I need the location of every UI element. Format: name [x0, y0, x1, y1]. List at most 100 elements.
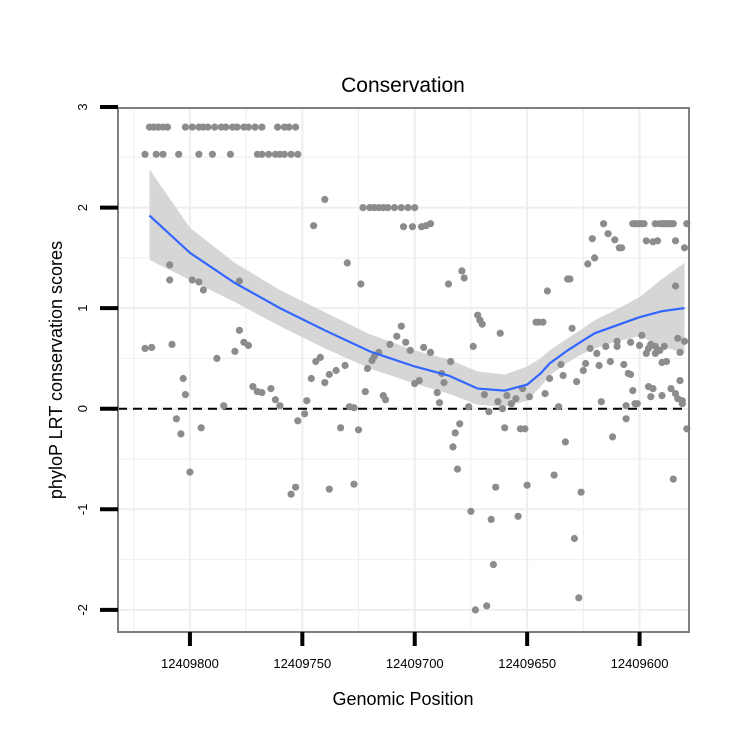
data-point: [181, 123, 189, 131]
data-point: [613, 342, 621, 350]
data-point: [586, 344, 594, 352]
data-point: [141, 150, 149, 158]
data-point: [294, 150, 302, 158]
data-point: [494, 398, 502, 406]
data-point: [163, 123, 172, 131]
data-point: [492, 483, 500, 491]
data-point: [415, 377, 423, 385]
data-point: [584, 260, 592, 268]
data-point: [188, 123, 196, 131]
data-point: [285, 123, 293, 131]
data-point: [321, 379, 329, 387]
data-point: [166, 261, 174, 269]
data-point: [321, 195, 329, 204]
data-point: [503, 392, 511, 400]
y-axis-label: phyloP LRT conservation scores: [46, 241, 66, 499]
data-point: [680, 244, 689, 252]
data-point: [350, 480, 358, 488]
data-point: [211, 123, 219, 131]
data-point: [559, 371, 567, 380]
data-point: [647, 393, 655, 401]
data-point: [478, 320, 486, 328]
data-point: [233, 123, 241, 131]
data-point: [301, 410, 309, 418]
data-point: [671, 237, 680, 245]
data-point: [204, 123, 212, 131]
x-tick-label: 12409700: [386, 656, 444, 671]
data-point: [444, 280, 453, 288]
data-point: [604, 230, 612, 238]
x-tick-label: 12409600: [611, 656, 669, 671]
data-point: [674, 334, 682, 342]
data-point: [280, 150, 288, 158]
data-point: [471, 606, 479, 614]
data-point: [292, 483, 300, 491]
x-axis-label: Genomic Position: [332, 689, 473, 709]
data-point: [642, 237, 650, 245]
data-point: [483, 602, 491, 610]
data-point: [591, 254, 599, 262]
data-point: [633, 400, 641, 408]
data-point: [453, 465, 462, 473]
data-point: [501, 424, 509, 432]
data-point: [629, 387, 637, 395]
data-point: [456, 420, 464, 428]
data-point: [627, 370, 635, 379]
data-point: [294, 417, 302, 425]
data-point: [249, 383, 257, 391]
data-point: [350, 404, 358, 412]
data-point: [213, 354, 221, 362]
data-point: [208, 150, 216, 158]
data-point: [276, 402, 284, 410]
data-point: [680, 337, 689, 345]
data-point: [676, 377, 684, 385]
data-point: [570, 534, 579, 543]
data-point: [399, 223, 408, 231]
y-axis: -2 -1 0 1 2 3: [75, 103, 118, 616]
data-point: [433, 389, 441, 397]
data-point: [426, 220, 435, 228]
data-point: [386, 340, 394, 348]
data-point: [566, 275, 574, 283]
data-point: [175, 150, 183, 158]
data-point: [390, 204, 399, 212]
plot-panel-border: [117, 107, 690, 633]
data-point: [451, 429, 459, 437]
data-point: [606, 357, 614, 366]
data-point: [660, 342, 668, 350]
data-point: [555, 403, 563, 411]
data-point: [420, 343, 428, 351]
data-point: [622, 415, 630, 423]
data-point: [235, 326, 243, 334]
data-point: [265, 150, 273, 158]
data-point: [402, 338, 410, 346]
data-point: [440, 379, 448, 387]
data-point: [550, 471, 558, 479]
data-point: [337, 424, 345, 432]
data-point: [588, 235, 596, 243]
data-point: [523, 481, 531, 489]
data-point: [381, 396, 390, 404]
y-tick-label: -1: [75, 504, 90, 516]
data-point: [671, 282, 680, 290]
data-point: [384, 204, 392, 212]
data-point: [197, 424, 205, 432]
data-point: [332, 366, 340, 375]
data-point: [251, 123, 259, 131]
data-point: [579, 366, 587, 375]
data-point: [678, 400, 686, 408]
data-point: [595, 361, 603, 370]
data-point: [546, 374, 554, 383]
data-point: [343, 259, 351, 267]
data-point: [575, 594, 583, 602]
data-point: [303, 397, 311, 405]
data-point: [357, 280, 365, 288]
data-point: [220, 402, 228, 410]
data-point: [258, 123, 266, 131]
data-point: [460, 274, 468, 282]
data-point: [244, 123, 252, 131]
data-point: [231, 347, 239, 355]
data-point: [669, 475, 677, 483]
data-point: [609, 433, 617, 441]
